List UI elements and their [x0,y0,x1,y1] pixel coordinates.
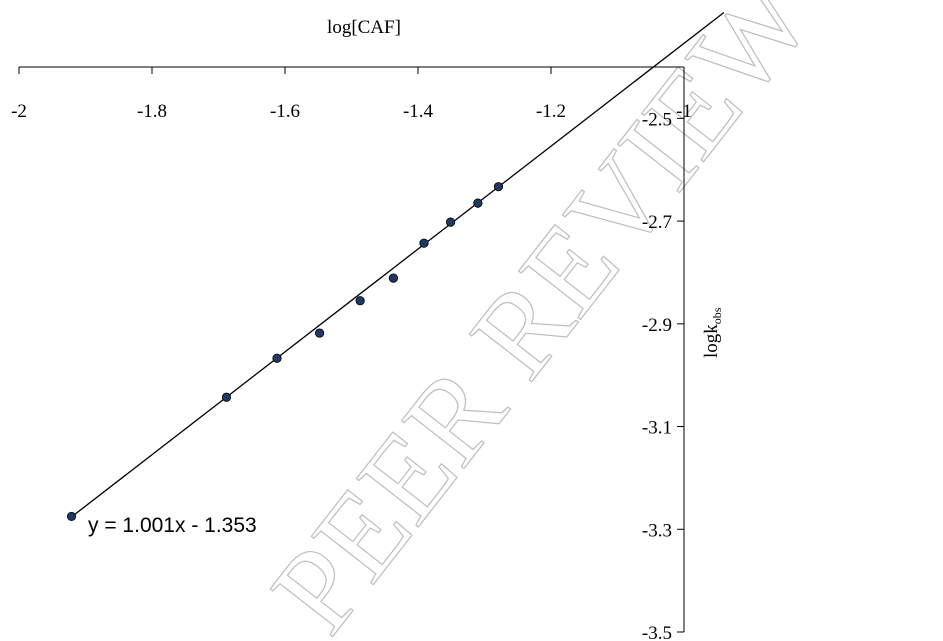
y-tick-label: -2.5 [642,109,672,130]
data-point [473,198,483,208]
x-tick-label: -1 [676,101,692,122]
y-tick-label: -3.5 [642,623,672,641]
y-tick-label: -2.9 [642,315,672,336]
data-point [66,511,77,522]
x-tick-label: -1.2 [536,101,566,122]
y-tick-label: -3.1 [642,418,672,439]
y-axis-title-main: logk [701,324,722,358]
data-point [272,353,282,363]
x-axis-title: log[CAF] [327,17,401,38]
data-point [221,392,232,402]
data-point [314,328,325,338]
data-point [445,217,456,227]
x-tick-label: -2 [11,101,27,122]
y-tick-label: -3.3 [642,520,672,541]
axes: -2 -1.8 -1.6 -1.4 -1.2 -1-2.5 -2.7 -2.9 -3.1 -3.3… [11,66,692,641]
x-tick-label: -1.8 [137,101,167,122]
plot-area [66,12,725,522]
trendline [71,12,725,518]
data-point [355,296,365,306]
watermark: PEER REVIEW [246,0,838,641]
trendline-equation: y = 1.001x - 1.353 [88,514,257,537]
y-axis-title: logkobs [701,307,724,358]
data-point [493,182,504,192]
y-tick-label: -2.7 [642,212,672,233]
x-tick-label: -1.6 [270,101,300,122]
y-axis-title-sub: obs [710,307,724,324]
x-tick-label: -1.4 [403,101,434,122]
data-point [419,238,429,248]
data-point [388,273,398,283]
